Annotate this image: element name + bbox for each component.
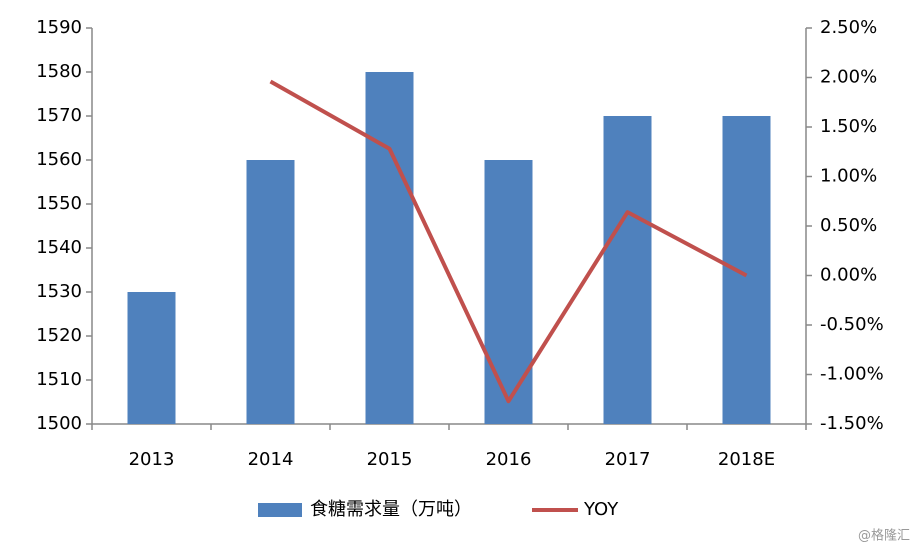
bar: [603, 116, 652, 424]
legend-swatch: [258, 503, 302, 517]
x-tick-label: 2013: [129, 449, 175, 470]
line: [269, 79, 748, 404]
y-tick-label: 1550: [36, 193, 82, 214]
x-tick-label: 2015: [367, 449, 413, 470]
y2-tick-label: 0.00%: [820, 265, 877, 286]
y-tick-label: 1580: [36, 61, 82, 82]
y-tick-label: 1510: [36, 369, 82, 390]
y-tick-label: 1500: [36, 413, 82, 434]
y-tick-label: 1560: [36, 149, 82, 170]
y-tick-label: 1570: [36, 105, 82, 126]
bar: [246, 160, 295, 424]
y2-tick-label: 0.50%: [820, 215, 877, 236]
x-tick-label: 2018E: [718, 449, 775, 470]
bar: [484, 160, 533, 424]
bar: [365, 72, 414, 424]
y2-tick-label: -1.50%: [820, 413, 884, 434]
y2-tick-label: 1.00%: [820, 166, 877, 187]
legend-label: 食糖需求量（万吨）: [310, 499, 472, 520]
y-tick-label: 1530: [36, 281, 82, 302]
y2-tick-label: 1.50%: [820, 116, 877, 137]
x-tick-label: 2017: [605, 449, 651, 470]
legend-label: YOY: [583, 499, 619, 520]
y-tick-label: 1520: [36, 325, 82, 346]
y2-tick-label: 2.50%: [820, 17, 877, 38]
watermark: @格隆汇: [858, 528, 910, 544]
y2-tick-label: -1.00%: [820, 364, 884, 385]
y2-tick-label: 2.00%: [820, 67, 877, 88]
bar: [127, 292, 176, 424]
x-tick-label: 2016: [486, 449, 532, 470]
y-tick-label: 1590: [36, 17, 82, 38]
y2-tick-label: -0.50%: [820, 314, 884, 335]
bar: [722, 116, 771, 424]
x-tick-label: 2014: [248, 449, 294, 470]
y-tick-label: 1540: [36, 237, 82, 258]
